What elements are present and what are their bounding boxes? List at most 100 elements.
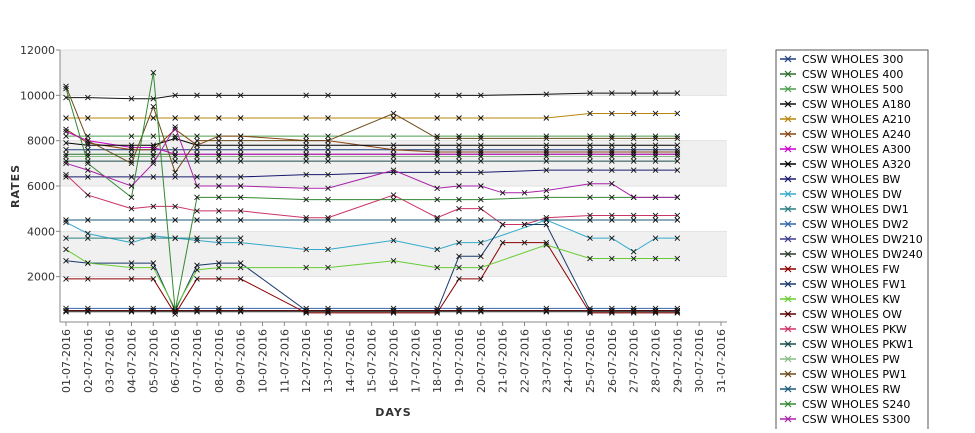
data-point <box>237 146 244 153</box>
data-point <box>499 189 506 196</box>
legend-marker <box>784 160 792 168</box>
data-point <box>609 180 615 187</box>
data-point <box>456 146 462 153</box>
data-point <box>587 151 593 158</box>
data-point <box>630 151 637 158</box>
data-point <box>85 260 91 266</box>
data-point <box>674 110 681 117</box>
data-point <box>128 133 135 139</box>
data-point <box>652 90 659 96</box>
x-tick-label: 30-07-2016 <box>693 329 706 393</box>
data-point <box>630 133 637 139</box>
data-point <box>216 194 222 201</box>
data-point <box>325 158 331 164</box>
data-point <box>85 192 91 198</box>
series-line <box>65 219 678 253</box>
data-point <box>85 160 91 167</box>
data-point <box>194 267 200 273</box>
series-line <box>65 244 678 310</box>
data-point <box>521 189 528 196</box>
data-point <box>194 92 200 99</box>
data-point <box>543 153 550 160</box>
y-tick-label: 12000 <box>20 44 55 57</box>
data-point <box>456 153 462 160</box>
data-point <box>85 94 91 101</box>
data-point <box>237 239 244 246</box>
data-point <box>194 237 200 244</box>
data-point <box>390 310 397 316</box>
data-point <box>85 230 91 237</box>
legend-marker <box>784 115 792 123</box>
data-point <box>216 217 222 223</box>
data-point <box>85 167 91 173</box>
series-csw-wholes-kw <box>63 242 681 312</box>
data-point <box>303 214 309 221</box>
data-point <box>609 194 615 201</box>
x-tick-label: 17-07-2016 <box>409 329 422 393</box>
data-point <box>543 133 550 139</box>
legend-label: CSW WHOLES FW <box>802 263 900 276</box>
data-point <box>499 221 506 228</box>
data-point <box>587 212 593 219</box>
data-point <box>609 307 615 314</box>
data-point <box>434 142 440 149</box>
data-point <box>652 194 659 201</box>
data-point <box>630 308 637 315</box>
y-axis-title: RATES <box>9 164 22 208</box>
data-point <box>390 192 397 198</box>
data-point <box>194 276 200 282</box>
data-point <box>172 158 178 164</box>
data-point <box>456 239 462 246</box>
data-point <box>652 310 659 316</box>
data-point <box>674 307 681 314</box>
data-point <box>456 169 462 176</box>
x-tick-label: 04-07-2016 <box>126 329 139 393</box>
data-point <box>150 264 157 271</box>
data-point <box>63 158 69 164</box>
data-point <box>587 217 593 223</box>
legend-item: CSW WHOLES S240 <box>780 398 910 411</box>
data-point <box>216 307 222 314</box>
data-point <box>128 239 135 246</box>
data-point <box>456 205 462 212</box>
data-point <box>325 137 331 144</box>
data-point <box>128 174 135 180</box>
data-point <box>652 255 659 262</box>
x-tick-label: 07-07-2016 <box>191 329 204 393</box>
data-point <box>303 310 309 316</box>
data-point <box>456 115 462 121</box>
data-point <box>543 214 550 221</box>
data-point <box>216 133 222 139</box>
data-point <box>194 217 200 223</box>
legend-box <box>775 49 929 433</box>
data-point <box>303 308 309 315</box>
data-point <box>478 151 484 158</box>
data-point <box>587 235 593 241</box>
data-point <box>630 110 637 117</box>
data-point <box>216 137 222 144</box>
data-point <box>456 142 462 149</box>
data-point <box>609 255 615 262</box>
legend-item: CSW WHOLES OW <box>780 308 902 321</box>
data-point <box>478 115 484 121</box>
data-point <box>216 146 222 153</box>
series-csw-wholes-a300 <box>63 128 681 158</box>
data-point <box>609 110 615 117</box>
data-point <box>630 135 637 142</box>
legend-label: CSW WHOLES OW <box>802 308 902 321</box>
data-point <box>216 92 222 99</box>
data-point <box>63 153 69 160</box>
data-point <box>172 307 178 314</box>
data-point <box>63 219 69 226</box>
data-point <box>194 115 200 121</box>
y-tick-label: 2000 <box>27 271 55 284</box>
data-point <box>587 158 593 164</box>
data-point <box>543 307 550 314</box>
data-point <box>543 308 550 315</box>
data-point <box>630 153 637 160</box>
legend-label: CSW WHOLES A210 <box>802 113 911 126</box>
data-point <box>85 308 91 315</box>
data-point <box>478 149 484 155</box>
legend-item: CSW WHOLES FW <box>780 263 900 276</box>
data-point <box>194 133 200 139</box>
